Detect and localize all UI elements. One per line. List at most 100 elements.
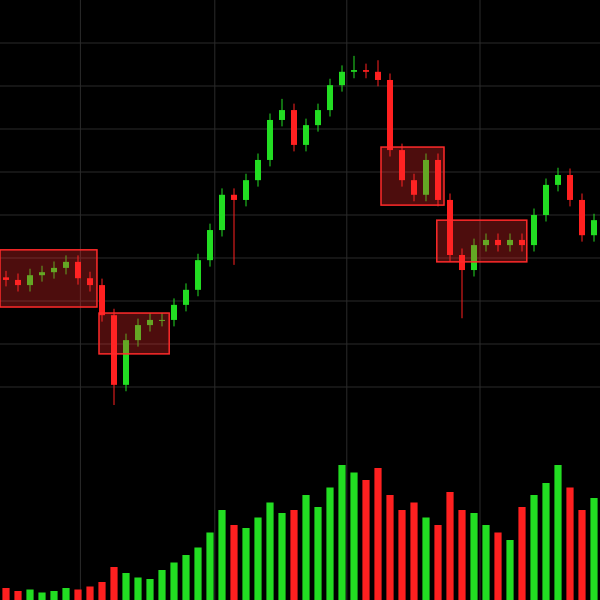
volume-bar: [590, 498, 598, 600]
candle-body: [483, 239, 489, 246]
candle-body: [375, 71, 381, 80]
candle-body: [327, 85, 333, 111]
volume-bar: [434, 525, 442, 600]
volume-bar: [338, 465, 346, 600]
volume-bar: [74, 589, 82, 600]
candle-body: [567, 175, 573, 200]
volume-bar: [2, 588, 10, 600]
volume-bar: [470, 513, 478, 600]
volume-bar: [206, 532, 214, 600]
candle-body: [231, 194, 237, 200]
candle-body: [15, 279, 21, 286]
candle-body: [423, 159, 429, 195]
candle-body: [87, 278, 93, 286]
candle-body: [435, 159, 441, 200]
candle-body: [555, 175, 561, 185]
volume-bar: [422, 517, 430, 600]
volume-bar: [86, 586, 94, 600]
candle-body: [219, 194, 225, 231]
candle-body: [591, 220, 597, 236]
volume-bar: [218, 510, 226, 600]
candle-body: [519, 239, 525, 246]
volume-bar: [182, 555, 190, 600]
highlight-zone: [98, 312, 170, 355]
candle-body: [387, 79, 393, 151]
volume-bar: [278, 513, 286, 600]
candle-body: [183, 289, 189, 305]
candle-body: [303, 125, 309, 145]
candle-body: [39, 272, 45, 276]
volume-bar: [386, 495, 394, 600]
volume-bar: [290, 510, 298, 600]
volume-bar: [110, 567, 118, 600]
candle-body: [531, 215, 537, 246]
volume-bar: [134, 577, 142, 600]
candle-body: [363, 70, 369, 72]
candle-body: [507, 239, 513, 246]
candle-body: [351, 70, 357, 72]
volume-bar: [542, 483, 550, 600]
volume-bar: [146, 579, 154, 600]
volume-bar: [314, 507, 322, 600]
candle-body: [243, 180, 249, 200]
volume-bar: [26, 589, 34, 600]
candle-body: [267, 119, 273, 160]
volume-bar: [254, 517, 262, 600]
volume-bar: [506, 540, 514, 600]
volume-bar: [170, 562, 178, 600]
candle-body: [495, 239, 501, 246]
candle-body: [159, 319, 165, 321]
volume-bar: [14, 591, 22, 600]
candle-body: [543, 184, 549, 215]
candle-body: [111, 315, 117, 385]
highlight-zone: [436, 219, 528, 263]
volume-bar: [302, 495, 310, 600]
volume-bar: [446, 492, 454, 600]
volume-bar: [410, 502, 418, 600]
candle-body: [411, 180, 417, 195]
candle-body: [195, 260, 201, 290]
volume-bar: [62, 588, 70, 600]
volume-bar: [242, 528, 250, 600]
volume-bar: [530, 495, 538, 600]
candle-body: [207, 230, 213, 261]
volume-bar: [122, 573, 130, 600]
candle-body: [63, 261, 69, 268]
candle-body: [255, 159, 261, 181]
candle-body: [447, 199, 453, 255]
candle-body: [579, 199, 585, 236]
candle-body: [99, 285, 105, 316]
volume-bar: [326, 487, 334, 600]
volume-bar: [194, 547, 202, 600]
candle-body: [27, 275, 33, 286]
candle-body: [51, 267, 57, 273]
volume-bar: [230, 525, 238, 600]
volume-bar: [494, 532, 502, 600]
volume-bar: [266, 502, 274, 600]
volume-bar: [566, 487, 574, 600]
volume-bar: [482, 525, 490, 600]
candle-body: [135, 325, 141, 341]
volume-bar: [518, 507, 526, 600]
candle-body: [3, 277, 9, 280]
volume-bar: [158, 570, 166, 600]
candle-body: [339, 71, 345, 86]
candle-body: [75, 261, 81, 279]
volume-bar: [350, 472, 358, 600]
candle-body: [399, 150, 405, 181]
candle-body: [471, 245, 477, 271]
volume-bar: [554, 465, 562, 600]
volume-bar: [374, 468, 382, 600]
volume-bar: [98, 582, 106, 600]
volume-bar: [458, 510, 466, 600]
candle-body: [291, 110, 297, 145]
highlight-zone: [0, 249, 98, 308]
volume-bar: [362, 480, 370, 600]
highlight-zone: [380, 146, 445, 206]
candle-body: [315, 110, 321, 126]
volume-bar: [50, 591, 58, 600]
candle-body: [147, 319, 153, 326]
candle-body: [123, 340, 129, 385]
volume-bar: [38, 592, 46, 600]
